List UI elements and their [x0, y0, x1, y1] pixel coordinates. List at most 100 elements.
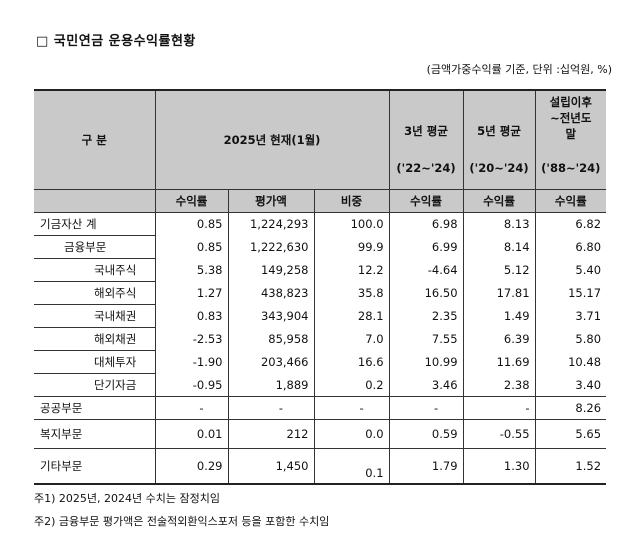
cell-return: 0.85	[155, 235, 229, 259]
cell-return: 1.27	[155, 281, 229, 305]
header-avg3-period: ('22~'24)	[389, 161, 464, 190]
cell-weight: 99.9	[314, 235, 390, 259]
cell-return: 0.85	[155, 212, 229, 236]
cell-value: 85,958	[228, 327, 315, 351]
cell-value: -	[228, 396, 315, 420]
cell-since: 10.48	[568, 355, 602, 369]
cell-avg3: 7.55	[389, 327, 464, 351]
cell-avg5: 5.12	[463, 258, 536, 282]
row-label: 국내주식	[34, 258, 156, 282]
cell-avg3: 3.46	[389, 373, 464, 397]
cell-avg5: -	[463, 396, 536, 420]
header-avg5-period: ('20~'24)	[463, 161, 536, 190]
cell-avg3: 16.50	[389, 281, 464, 305]
cell-since: 1.52	[535, 448, 607, 485]
cell-weight: 12.2	[314, 258, 390, 282]
cell-avg3: -4.64	[389, 258, 464, 282]
row-label: 해외채권	[34, 327, 156, 351]
cell-value: 1,450	[228, 448, 315, 485]
header-avg5: 5년 평균	[463, 89, 536, 161]
table-row: 공공부문 - - - - - 8.26	[34, 396, 607, 420]
table-row: 복지부문 0.01 212 0.0 0.59 -0.55 5.65	[34, 419, 607, 449]
cell-value: 438,823	[228, 281, 315, 305]
cell-weight: 100.0	[314, 212, 390, 236]
table-row: 국내주식 5.38 149,258 12.2 -4.64 5.12 5.40	[34, 258, 606, 282]
cell-avg3: -	[389, 396, 464, 420]
cell-weight: 16.6	[314, 350, 390, 374]
cell-avg3: 6.99	[389, 235, 464, 259]
table-row: 기금자산 계 0.85 1,224,293 100.0 6.98 8.13 6.…	[34, 212, 606, 236]
table-row: 해외채권 -2.53 85,958 7.0 7.55 6.39 5.80	[34, 327, 606, 351]
cell-return: -1.90	[155, 350, 229, 374]
cell-return: 0.01	[155, 419, 229, 449]
cell-weight: 35.8	[314, 281, 390, 305]
header-since-line2: ~전년도	[550, 111, 592, 125]
cell-since: 5.65	[535, 419, 607, 449]
cell-avg5: 6.39	[463, 327, 536, 351]
row-label: 기금자산 계	[34, 212, 156, 236]
cell-value: 1,224,293	[228, 212, 315, 236]
cell-since: 3.40	[575, 377, 602, 392]
cell-avg5: 1.49	[463, 304, 536, 328]
row-label: 기타부문	[34, 448, 156, 485]
cell-since: 8.26	[535, 396, 607, 420]
cell-weight: 0.1	[314, 448, 390, 485]
cell-return: 0.29	[155, 448, 229, 485]
cell-return: -2.53	[155, 327, 229, 351]
header-since-line1: 설립이후	[549, 95, 592, 109]
cell-return: -	[155, 396, 229, 420]
cell-weight: 7.0	[314, 327, 390, 351]
cell-avg3: 10.99	[389, 350, 464, 374]
row-label: 해외주식	[34, 281, 156, 305]
cell-avg5: 17.81	[463, 281, 536, 305]
returns-table: 구 분 2025년 현재(1월) 3년 평균 5년 평균 설립이후 ~전년도 말…	[34, 89, 607, 485]
unit-note: (금액가중수익률 기준, 단위 :십억원, %)	[426, 63, 612, 76]
header-category: 구 분	[34, 89, 156, 190]
cell-avg5: 11.69	[463, 350, 536, 374]
header-sub-value: 평가액	[228, 189, 315, 213]
row-label: 금융부문	[34, 235, 156, 259]
cell-since: 6.82	[575, 217, 602, 232]
table-row: 단기자금 -0.95 1,889 0.2 3.46 2.38 3.40	[34, 373, 606, 397]
cell-avg3: 6.98	[389, 212, 464, 236]
header-current: 2025년 현재(1월)	[155, 89, 390, 190]
cell-since: 3.71	[575, 309, 602, 323]
cell-weight: 0.0	[314, 419, 390, 449]
header-since-line3: 말	[565, 127, 577, 141]
cell-avg5: 2.38	[463, 373, 536, 397]
cell-since: 5.80	[575, 332, 602, 346]
header-avg5-title: 5년 평균	[477, 124, 521, 138]
header-since-period: ('88~'24)	[535, 161, 607, 190]
cell-since: 5.40	[575, 263, 602, 277]
cell-avg5: 1.30	[463, 448, 536, 485]
cell-avg5: 8.13	[463, 212, 536, 236]
table-row: 해외주식 1.27 438,823 35.8 16.50 17.81 15.17	[34, 281, 606, 305]
cell-avg5: 8.14	[463, 235, 536, 259]
footnotes: 주1) 2025년, 2024년 수치는 잠정치임 주2) 금융부문 평가액은 …	[34, 487, 329, 533]
cell-value: 343,904	[228, 304, 315, 328]
header-sub-weight: 비중	[314, 189, 390, 213]
header-sub-avg5-return: 수익률	[463, 189, 536, 213]
row-label: 공공부문	[34, 396, 156, 420]
cell-value: 1,889	[228, 373, 315, 397]
table-row: 기타부문 0.29 1,450 0.1 1.79 1.30 1.52	[34, 448, 607, 485]
cell-return: 0.83	[155, 304, 229, 328]
row-label: 복지부문	[34, 419, 156, 449]
header-since: 설립이후 ~전년도 말	[535, 89, 607, 161]
cell-value: 149,258	[228, 258, 315, 282]
table-row: 대체투자 -1.90 203,466 16.6 10.99 11.69 10.4…	[34, 350, 606, 374]
cell-since: 6.80	[575, 240, 602, 254]
header-sub-return: 수익률	[155, 189, 229, 213]
cell-since: 15.17	[568, 286, 602, 300]
footnote-1: 주1) 2025년, 2024년 수치는 잠정치임	[34, 492, 220, 505]
cell-avg3: 0.59	[389, 419, 464, 449]
cell-weight: 0.2	[314, 373, 390, 397]
table-row: 국내채권 0.83 343,904 28.1 2.35 1.49 3.71	[34, 304, 606, 328]
header-sub-since-return: 수익률	[535, 189, 607, 213]
row-label: 국내채권	[34, 304, 156, 328]
cell-return: -0.95	[155, 373, 229, 397]
header-sub-empty	[34, 189, 156, 213]
row-label: 대체투자	[34, 350, 156, 374]
table-row: 금융부문 0.85 1,222,630 99.9 6.99 8.14 6.80	[34, 235, 606, 259]
